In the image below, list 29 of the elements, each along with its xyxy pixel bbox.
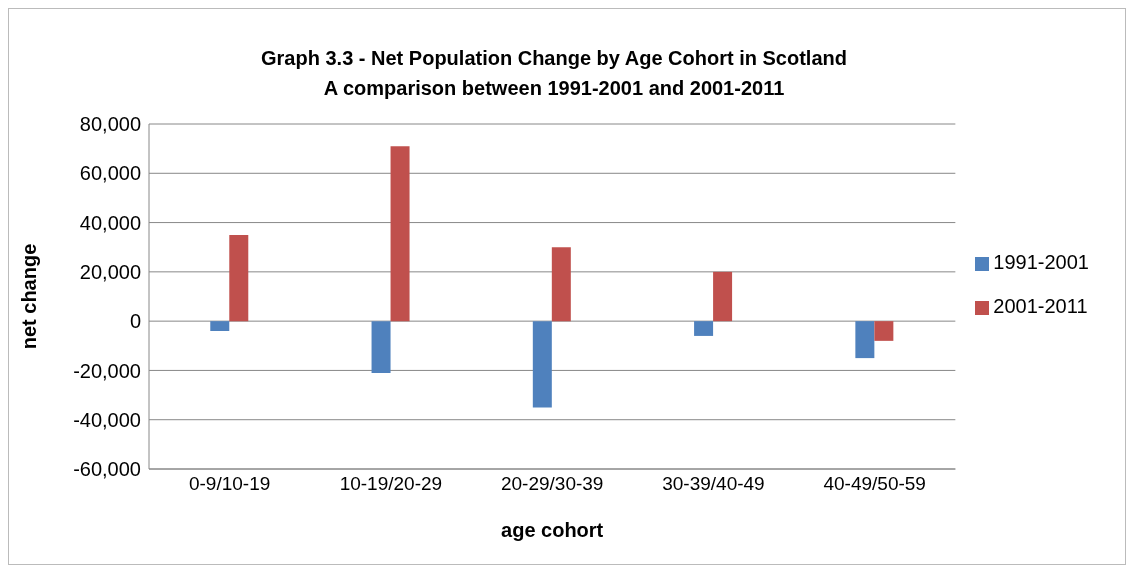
- y-tick-label: -40,000: [73, 408, 141, 431]
- legend-label: 1991-2001: [993, 251, 1089, 273]
- bar: [371, 321, 391, 373]
- y-tick-label: -20,000: [73, 359, 141, 382]
- legend-label: 2001-2011: [993, 295, 1088, 317]
- y-axis-title: net change: [18, 243, 41, 350]
- y-tick-label: 20,000: [79, 260, 141, 283]
- x-tick-label: 10-19/20-29: [339, 473, 443, 495]
- y-tick-label: -60,000: [73, 458, 141, 481]
- x-tick-label: 40-49/50-59: [823, 473, 926, 495]
- chart-subtitle: A comparison between 1991-2001 and 2001-2011: [322, 76, 786, 101]
- x-tick-label: 20-29/30-39: [500, 473, 604, 495]
- bar: [713, 271, 733, 322]
- y-tick-label: 80,000: [79, 113, 141, 136]
- x-axis-title: age cohort: [501, 519, 604, 541]
- bar: [855, 321, 875, 359]
- bar: [532, 321, 552, 408]
- y-tick-label: 0: [129, 310, 141, 333]
- bar: [390, 146, 410, 322]
- bar: [874, 321, 894, 341]
- chart-title: Graph 3.3 - Net Population Change by Age Cohort in Scotland: [260, 46, 848, 71]
- y-tick-label: 40,000: [79, 211, 141, 234]
- y-tick-label: 60,000: [79, 162, 141, 185]
- bar: [694, 321, 714, 336]
- x-tick-label: 0-9/10-19: [188, 473, 271, 495]
- x-tick-label: 30-39/40-49: [662, 473, 765, 495]
- bar: [229, 234, 249, 322]
- bar: [551, 247, 571, 322]
- bar: [210, 321, 230, 331]
